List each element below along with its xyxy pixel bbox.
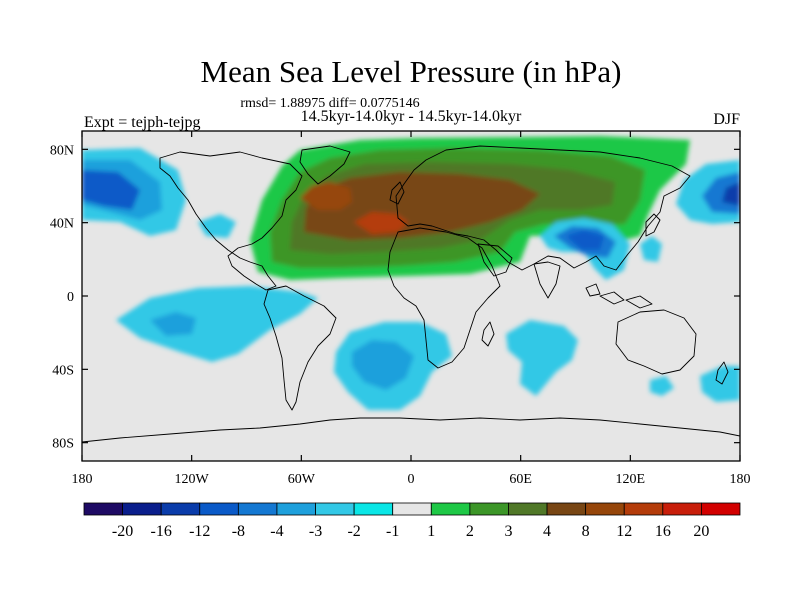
colorbar-label: 16 bbox=[655, 523, 671, 540]
coast-south-america bbox=[263, 285, 337, 411]
coast-greenland bbox=[299, 145, 351, 185]
coast-eurasia bbox=[395, 145, 691, 271]
season-label: DJF bbox=[713, 111, 740, 128]
chart-title: Mean Sea Level Pressure (in hPa) bbox=[201, 54, 622, 89]
south-pacific-low-inner bbox=[150, 312, 196, 336]
pacific-east-low-inner bbox=[722, 182, 740, 206]
colorbar-swatch bbox=[546, 502, 587, 516]
colorbar-label: -12 bbox=[189, 523, 210, 540]
colorbar-swatch bbox=[392, 502, 432, 516]
colorbar-swatch bbox=[83, 502, 123, 516]
colorbar-swatch bbox=[353, 502, 394, 516]
colorbar-label: -2 bbox=[347, 523, 360, 540]
coast-madagascar bbox=[481, 321, 495, 347]
y-tick-label: 80N bbox=[50, 143, 74, 158]
x-tick-label: 60W bbox=[288, 472, 316, 487]
coast-new-zealand bbox=[715, 361, 729, 385]
map-area bbox=[82, 131, 740, 461]
colorbar-swatch bbox=[469, 502, 509, 516]
south-atlantic-low-inner bbox=[352, 340, 414, 390]
tibet-low-inner bbox=[566, 230, 604, 250]
chart-stats: rmsd= 1.88975 diff= 0.0775146 bbox=[240, 96, 419, 111]
colorbar-label: -3 bbox=[309, 523, 322, 540]
colorbar-label: -20 bbox=[112, 523, 133, 540]
colorbar-label: 2 bbox=[466, 523, 474, 540]
colorbar-label: -1 bbox=[386, 523, 399, 540]
southwest-pacific-low bbox=[700, 366, 740, 402]
x-axis: 180 120W 60W 0 60E 120E 180 bbox=[72, 131, 751, 487]
coast-japan bbox=[645, 213, 661, 237]
colorbar-swatch bbox=[662, 502, 702, 516]
coast-britain bbox=[389, 181, 405, 205]
x-tick-label: 120W bbox=[175, 472, 210, 487]
colorbar-label: -8 bbox=[232, 523, 245, 540]
x-tick-label: 0 bbox=[408, 472, 415, 487]
colorbar-swatch bbox=[315, 502, 355, 516]
chart-subtitle: 14.5kyr-14.0kyr - 14.5kyr-14.0kyr bbox=[301, 108, 522, 125]
coast-india bbox=[533, 261, 561, 299]
anomaly-field bbox=[82, 136, 740, 410]
pacific-patch-2 bbox=[640, 236, 662, 262]
pacific-patch-1 bbox=[198, 214, 236, 238]
x-tick-label: 60E bbox=[509, 472, 532, 487]
colorbar-label: 1 bbox=[427, 523, 435, 540]
colorbar-label: 4 bbox=[543, 523, 551, 540]
indian-ocean-low bbox=[506, 320, 578, 396]
colorbar-swatch bbox=[430, 502, 471, 516]
coast-australia bbox=[615, 309, 697, 375]
y-tick-label: 40N bbox=[50, 217, 74, 232]
colorbar-label: 8 bbox=[582, 523, 590, 540]
colorbar-swatch bbox=[701, 502, 741, 516]
y-axis: 80N 40N 0 40S 80S bbox=[50, 143, 740, 452]
anomaly-level-6 bbox=[354, 212, 408, 234]
experiment-label: Expt = tejph-tejpg bbox=[84, 114, 201, 131]
y-tick-label: 80S bbox=[52, 437, 74, 452]
tasman-patch bbox=[650, 376, 674, 396]
colorbar-label: -4 bbox=[270, 523, 283, 540]
coast-arabia bbox=[477, 243, 513, 277]
coast-antarctica bbox=[82, 417, 740, 443]
coast-se-asia-islands bbox=[585, 283, 653, 309]
coast-africa bbox=[387, 227, 501, 369]
colorbar-label: 3 bbox=[504, 523, 512, 540]
south-pacific-low-outer bbox=[116, 286, 318, 362]
colorbar-swatch bbox=[276, 502, 316, 516]
colorbar-swatch bbox=[623, 502, 664, 516]
y-tick-label: 40S bbox=[52, 363, 74, 378]
x-tick-label: 120E bbox=[616, 472, 646, 487]
colorbar-swatch bbox=[508, 502, 548, 516]
y-tick-label: 0 bbox=[67, 290, 74, 305]
x-tick-label: 180 bbox=[730, 472, 751, 487]
colorbar-swatch bbox=[122, 502, 162, 516]
anomaly-level-5 bbox=[300, 182, 352, 210]
coastlines bbox=[82, 145, 740, 443]
colorbar-label: -16 bbox=[151, 523, 172, 540]
colorbar-swatch bbox=[585, 502, 625, 516]
colorbar-swatch bbox=[199, 502, 239, 516]
pacific-west-low-inner bbox=[82, 170, 140, 210]
colorbar-swatch bbox=[237, 502, 278, 516]
coast-north-america bbox=[159, 151, 303, 291]
colorbar-swatch bbox=[160, 502, 201, 516]
x-tick-label: 180 bbox=[72, 472, 93, 487]
colorbar-label: 20 bbox=[693, 523, 709, 540]
colorbar: -20 -16 -12 -8 -4 -3 -2 -1 1 2 3 4 8 12 16 20 bbox=[83, 502, 741, 540]
colorbar-label: 12 bbox=[616, 523, 632, 540]
